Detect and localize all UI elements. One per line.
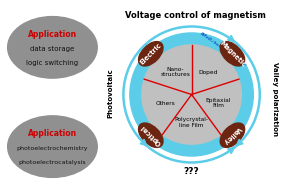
Text: Polycrystal-
line Film: Polycrystal- line Film (175, 117, 209, 128)
Text: Valley polarization: Valley polarization (272, 62, 278, 136)
Text: Application: Application (28, 129, 77, 138)
Text: Photovoltaic: Photovoltaic (107, 69, 113, 118)
Text: photoelectrocatalysis: photoelectrocatalysis (19, 160, 86, 165)
Ellipse shape (220, 123, 245, 147)
Text: Magnetic: Magnetic (218, 40, 247, 68)
Text: photoelectrochemistry: photoelectrochemistry (17, 146, 88, 151)
Text: Optical: Optical (139, 124, 162, 147)
Circle shape (142, 45, 241, 144)
Ellipse shape (8, 17, 97, 78)
Ellipse shape (139, 42, 163, 66)
Text: Doped: Doped (198, 70, 218, 74)
Text: Application: Application (28, 30, 77, 39)
Text: Electric: Electric (139, 42, 163, 66)
Ellipse shape (220, 42, 245, 66)
Text: logic switching: logic switching (26, 60, 79, 66)
Text: Nano-
structures: Nano- structures (160, 67, 190, 77)
Text: Epitaxial
Film: Epitaxial Film (205, 98, 231, 108)
Text: ???: ??? (184, 167, 199, 176)
Text: data storage: data storage (30, 46, 75, 52)
Text: Valley: Valley (222, 125, 243, 145)
Text: Others: Others (155, 101, 175, 106)
Ellipse shape (8, 116, 97, 177)
Text: Voltage control of magnetism: Voltage control of magnetism (125, 11, 266, 20)
Circle shape (130, 33, 253, 156)
Ellipse shape (139, 123, 163, 147)
Text: BiFeO₃-heterostructures: BiFeO₃-heterostructures (199, 31, 248, 67)
